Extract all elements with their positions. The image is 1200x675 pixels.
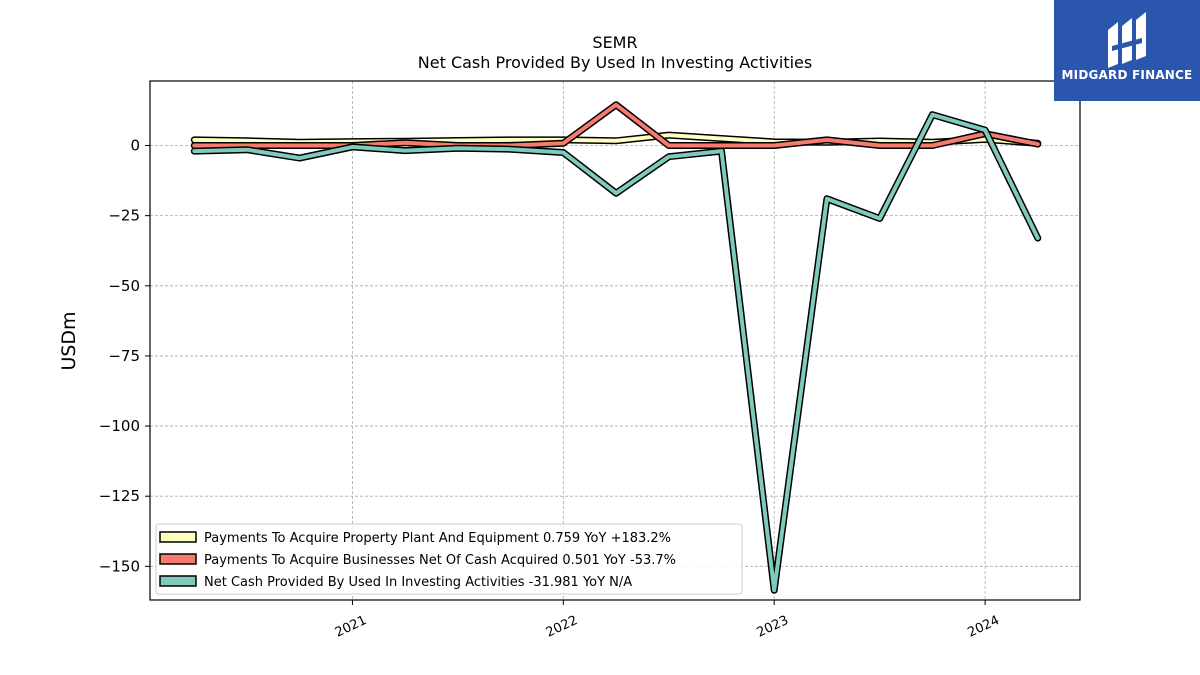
legend-swatch-1 [159,553,197,565]
series-2-outline [190,111,1042,594]
legend: Payments To Acquire Property Plant And E… [155,523,743,595]
series-layer [190,101,1042,594]
legend-entry-0: Payments To Acquire Property Plant And E… [204,531,671,546]
y-tick-label: −150 [99,557,140,575]
y-tick-label: −25 [108,207,140,225]
legend-box [155,523,743,595]
legend-swatch-2 [159,575,197,587]
brand-name: MIDGARD FINANCE [1061,68,1193,82]
y-tick-label: −50 [108,277,140,295]
legend-entry-2: Net Cash Provided By Used In Investing A… [204,575,632,590]
y-tick-label: −75 [108,347,140,365]
x-tick-label: 2021 [333,613,369,641]
series-0-line [192,133,1040,146]
brand-logo: MIDGARD FINANCE [1054,0,1200,101]
series-2-line [192,112,1040,593]
chart-title: SEMR [592,33,637,52]
legend-swatch-0 [159,531,197,543]
x-tick-label: 2023 [755,613,791,641]
plot-frame [149,80,1081,601]
y-tick-label: −100 [99,417,140,435]
chart-subtitle: Net Cash Provided By Used In Investing A… [418,53,812,72]
y-axis-label: USDm [58,311,80,370]
x-tick-label: 2022 [544,613,580,641]
y-tick-label: 0 [130,137,140,155]
y-tick-label: −125 [99,487,140,505]
midgard-logo-icon [1108,12,1146,68]
x-tick-label: 2024 [965,613,1001,641]
series-1-line [192,102,1040,148]
legend-entry-1: Payments To Acquire Businesses Net Of Ca… [204,553,676,568]
